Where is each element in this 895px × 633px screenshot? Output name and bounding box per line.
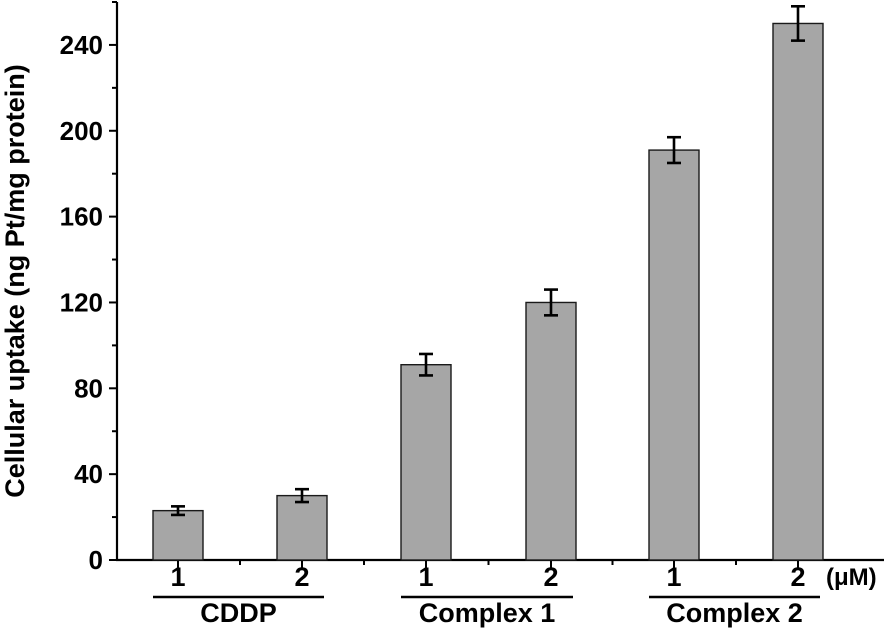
x-tick-label: 1	[418, 562, 433, 592]
y-tick-label: 0	[89, 545, 103, 575]
error-bar	[419, 352, 433, 377]
y-tick-label: 200	[60, 116, 103, 146]
x-tick-label: 2	[543, 562, 558, 592]
x-unit-label: (μM)	[826, 564, 877, 591]
y-tick-label: 40	[74, 459, 103, 489]
group-label: Complex 1	[419, 598, 556, 628]
axes: 0 40 80 120 160 200 240	[60, 1, 884, 575]
bar	[276, 494, 328, 561]
group-label: CDDP	[200, 598, 277, 628]
bar	[648, 149, 700, 561]
y-tick-label: 80	[74, 373, 103, 403]
x-tick-label: 2	[294, 562, 309, 592]
x-tick-labels: 1 2 1 2 1 2	[170, 562, 805, 592]
error-bar	[171, 505, 185, 517]
bar	[400, 364, 452, 561]
error-bar	[544, 288, 558, 317]
bars	[152, 22, 824, 561]
error-bars	[171, 4, 805, 517]
x-tick-label: 2	[790, 562, 805, 592]
y-tick-label: 240	[60, 30, 103, 60]
error-bar	[791, 4, 805, 42]
error-bar	[667, 135, 681, 165]
y-tick-label: 120	[60, 287, 103, 317]
bar	[152, 509, 204, 561]
group-labels: CDDP Complex 1 Complex 2	[153, 595, 820, 628]
bar	[772, 22, 824, 561]
x-tick-label: 1	[170, 562, 185, 592]
error-bar	[295, 487, 309, 504]
bar	[525, 301, 577, 561]
group-label: Complex 2	[666, 598, 803, 628]
x-tick-label: 1	[666, 562, 681, 592]
y-tick-label: 160	[60, 202, 103, 232]
y-axis-label: Cellular uptake (ng Pt/mg protein)	[0, 64, 30, 498]
